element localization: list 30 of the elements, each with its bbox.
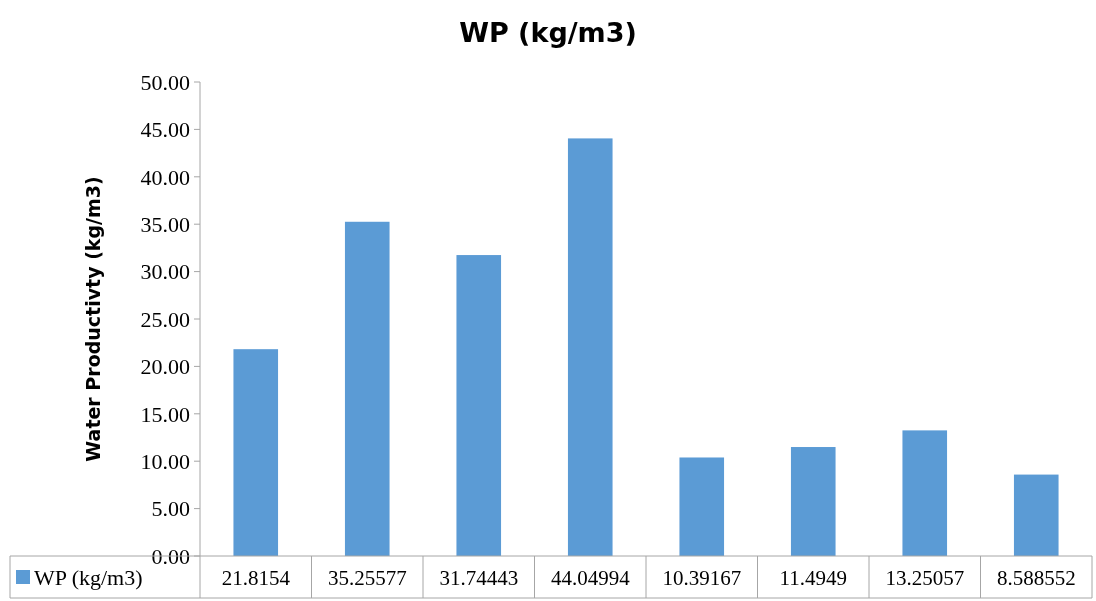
y-tick-label: 20.00	[140, 354, 190, 380]
bar	[567, 138, 613, 556]
bar	[679, 457, 725, 556]
chart-title: WP (kg/m3)	[459, 17, 637, 48]
y-tick-label: 15.00	[140, 401, 190, 427]
data-label: 10.39167	[662, 566, 742, 590]
y-tick-label: 45.00	[140, 117, 190, 143]
y-tick-label: 35.00	[140, 211, 190, 237]
data-label: 44.04994	[550, 566, 631, 590]
bar	[902, 430, 948, 556]
bar	[233, 349, 279, 556]
bar	[1013, 474, 1059, 556]
data-label: 31.74443	[439, 566, 519, 590]
bar	[456, 255, 502, 556]
y-tick-label: 50.00	[140, 69, 190, 95]
y-axis-title: Water Productivty (kg/m3)	[82, 176, 104, 462]
data-label: 35.25577	[327, 566, 407, 590]
y-tick-label: 5.00	[151, 496, 190, 522]
data-label: 13.25057	[885, 566, 965, 590]
bar	[790, 447, 836, 556]
bar	[344, 221, 390, 556]
data-label: 11.4949	[779, 566, 847, 590]
legend-label: WP (kg/m3)	[34, 565, 143, 590]
y-tick-label: 10.00	[140, 448, 190, 474]
y-tick-label: 25.00	[140, 306, 190, 332]
data-label: 21.8154	[221, 566, 291, 590]
y-tick-label: 40.00	[140, 164, 190, 190]
y-tick-label: 0.00	[151, 543, 190, 569]
y-tick-label: 30.00	[140, 259, 190, 285]
data-label: 8.588552	[996, 566, 1076, 590]
